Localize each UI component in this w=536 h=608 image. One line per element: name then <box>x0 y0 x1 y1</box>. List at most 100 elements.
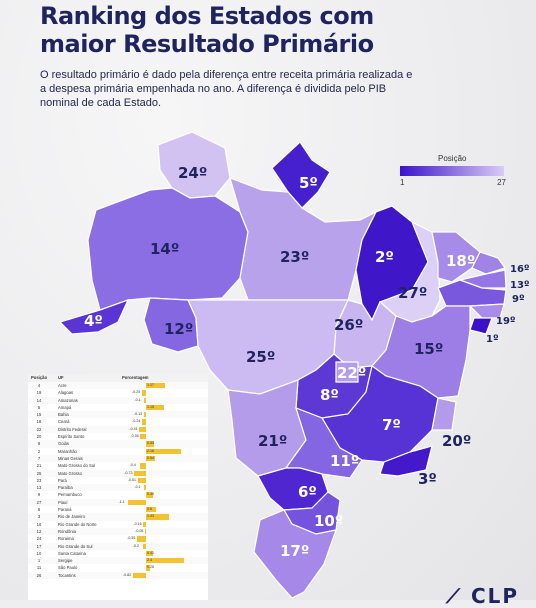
cell-uf: Santa Catarina <box>58 550 86 556</box>
table-row: 18 Ceará -0.24 <box>28 418 208 425</box>
percentage-value: -0.51 <box>127 477 137 482</box>
table-row: 13 Paraíba -0.1 <box>28 484 208 492</box>
percentage-bar <box>146 558 185 564</box>
percentage-bar <box>146 492 154 498</box>
label-AL: 19º <box>496 316 516 327</box>
legend-title: Posição <box>438 154 467 163</box>
percentage-bar <box>146 441 155 447</box>
percentage-bar <box>143 412 146 418</box>
cell-position: 17 <box>36 543 42 549</box>
percentage-bar <box>145 528 146 535</box>
table-body: 4 Acre 1.17 19 Alagoas -0.25 14 Amazonas -0.1 5 Am… <box>28 382 208 580</box>
percentage-value: -0.41 <box>129 426 138 431</box>
table-row: 21 Mato Grosso do Sul -0.4 <box>28 462 208 469</box>
percentage-bar <box>139 463 146 469</box>
percentage-value: 0.44 <box>147 492 154 497</box>
percentage-bar <box>146 455 155 462</box>
cell-position: 13 <box>36 485 42 491</box>
subtitle: O resultado primário é dado pela diferen… <box>40 69 413 109</box>
cell-percentage: -0.1 <box>108 397 208 404</box>
cell-uf: Paraná <box>58 507 72 513</box>
label-RO: 12º <box>164 320 193 338</box>
label-SP: 11º <box>330 452 359 470</box>
label-BA: 15º <box>414 340 443 358</box>
cell-position: 7 <box>37 455 41 461</box>
percentage-value: -0.24 <box>132 419 141 424</box>
label-MG: 7º <box>382 416 401 434</box>
header-percentage: Porcentagem <box>122 375 149 380</box>
cell-position: 6 <box>37 507 41 513</box>
state-AC <box>58 298 130 335</box>
cell-position: 21 <box>36 463 42 469</box>
state-AL <box>468 303 505 319</box>
label-RJ: 3º <box>418 470 437 488</box>
title-line-2: maior Resultado Primário <box>40 30 374 58</box>
percentage-bar <box>137 536 146 542</box>
percentage-value: 2.16 <box>147 448 154 453</box>
percentage-value: 0.53 <box>147 441 154 446</box>
table-row: 11 São Paulo 0.26 <box>28 564 208 571</box>
cell-percentage: -0.51 <box>108 477 208 484</box>
table-row: 24 Roraima -0.55 <box>28 535 208 542</box>
label-RR: 24º <box>178 164 207 182</box>
percentage-value: 0.54 <box>147 455 154 460</box>
cell-percentage: 2.16 <box>108 448 208 455</box>
label-RS: 17º <box>280 542 309 560</box>
state-AM <box>87 187 249 311</box>
label-DF: 22º <box>337 364 366 382</box>
percentage-bar <box>128 499 146 506</box>
table-row: 5 Amapá 1.15 <box>28 404 208 411</box>
percentage-value: 1.17 <box>147 383 154 387</box>
state-RN <box>471 251 506 275</box>
table-row: 6 Paraná 0.6 <box>28 506 208 513</box>
header-position: Posição <box>30 375 48 380</box>
cell-percentage: -0.25 <box>108 389 208 396</box>
percentage-bar <box>146 383 165 389</box>
cell-percentage: 0.44 <box>108 491 208 498</box>
header-uf: UF <box>58 375 64 380</box>
label-MT: 25º <box>246 348 275 366</box>
percentage-bar <box>132 572 146 579</box>
cell-percentage: -0.4 <box>108 462 208 469</box>
table-row: 16 Rio Grande do Norte -0.16 <box>28 521 208 528</box>
cell-percentage: 0.53 <box>108 440 208 447</box>
cell-uf: São Paulo <box>58 565 78 571</box>
percentage-value: -0.1 <box>134 397 141 402</box>
table-row: 15 Bahia -0.13 <box>28 411 208 419</box>
cell-uf: Pará <box>58 477 67 483</box>
cell-position: 27 <box>36 499 42 505</box>
label-AM: 14º <box>150 240 179 258</box>
cell-position: 24 <box>36 536 42 542</box>
cell-percentage: -0.13 <box>108 411 208 418</box>
table-row: 25 Mato Grosso -0.73 <box>28 469 208 477</box>
cell-position: 14 <box>36 397 42 403</box>
percentage-value: -0.82 <box>122 572 132 577</box>
state-RS <box>253 509 337 599</box>
percentage-value: 0.41 <box>147 550 154 555</box>
percentage-value: -0.35 <box>130 434 139 439</box>
label-PB: 13º <box>510 280 530 291</box>
cell-uf: Piauí <box>58 499 68 505</box>
cell-uf: Amapá <box>58 404 72 410</box>
table-row: 14 Amazonas -0.1 <box>28 396 208 404</box>
label-MS: 21º <box>258 432 287 450</box>
cell-position: 22 <box>36 426 42 432</box>
cell-uf: Amazonas <box>58 397 78 403</box>
percentage-value: -0.13 <box>133 412 143 417</box>
percentage-value: 1.43 <box>147 514 154 519</box>
cell-uf: Goiás <box>58 441 69 447</box>
percentage-value: -1.1 <box>118 499 125 504</box>
label-PR: 6º <box>298 483 317 501</box>
table-header: Posição UF Porcentagem <box>28 374 208 382</box>
percentage-value: 1.15 <box>147 404 154 409</box>
legend-min: 1 <box>400 178 405 187</box>
cell-percentage: 0.6 <box>108 506 208 513</box>
cell-position: 5 <box>37 404 41 410</box>
label-TO: 26º <box>334 316 363 334</box>
page-title: Ranking dos Estados com maior Resultado … <box>40 2 510 58</box>
cell-position: 19 <box>36 390 42 396</box>
state-ES <box>431 397 457 431</box>
percentage-value: 2.4 <box>147 558 152 563</box>
percentage-value: -0.1 <box>134 485 141 490</box>
